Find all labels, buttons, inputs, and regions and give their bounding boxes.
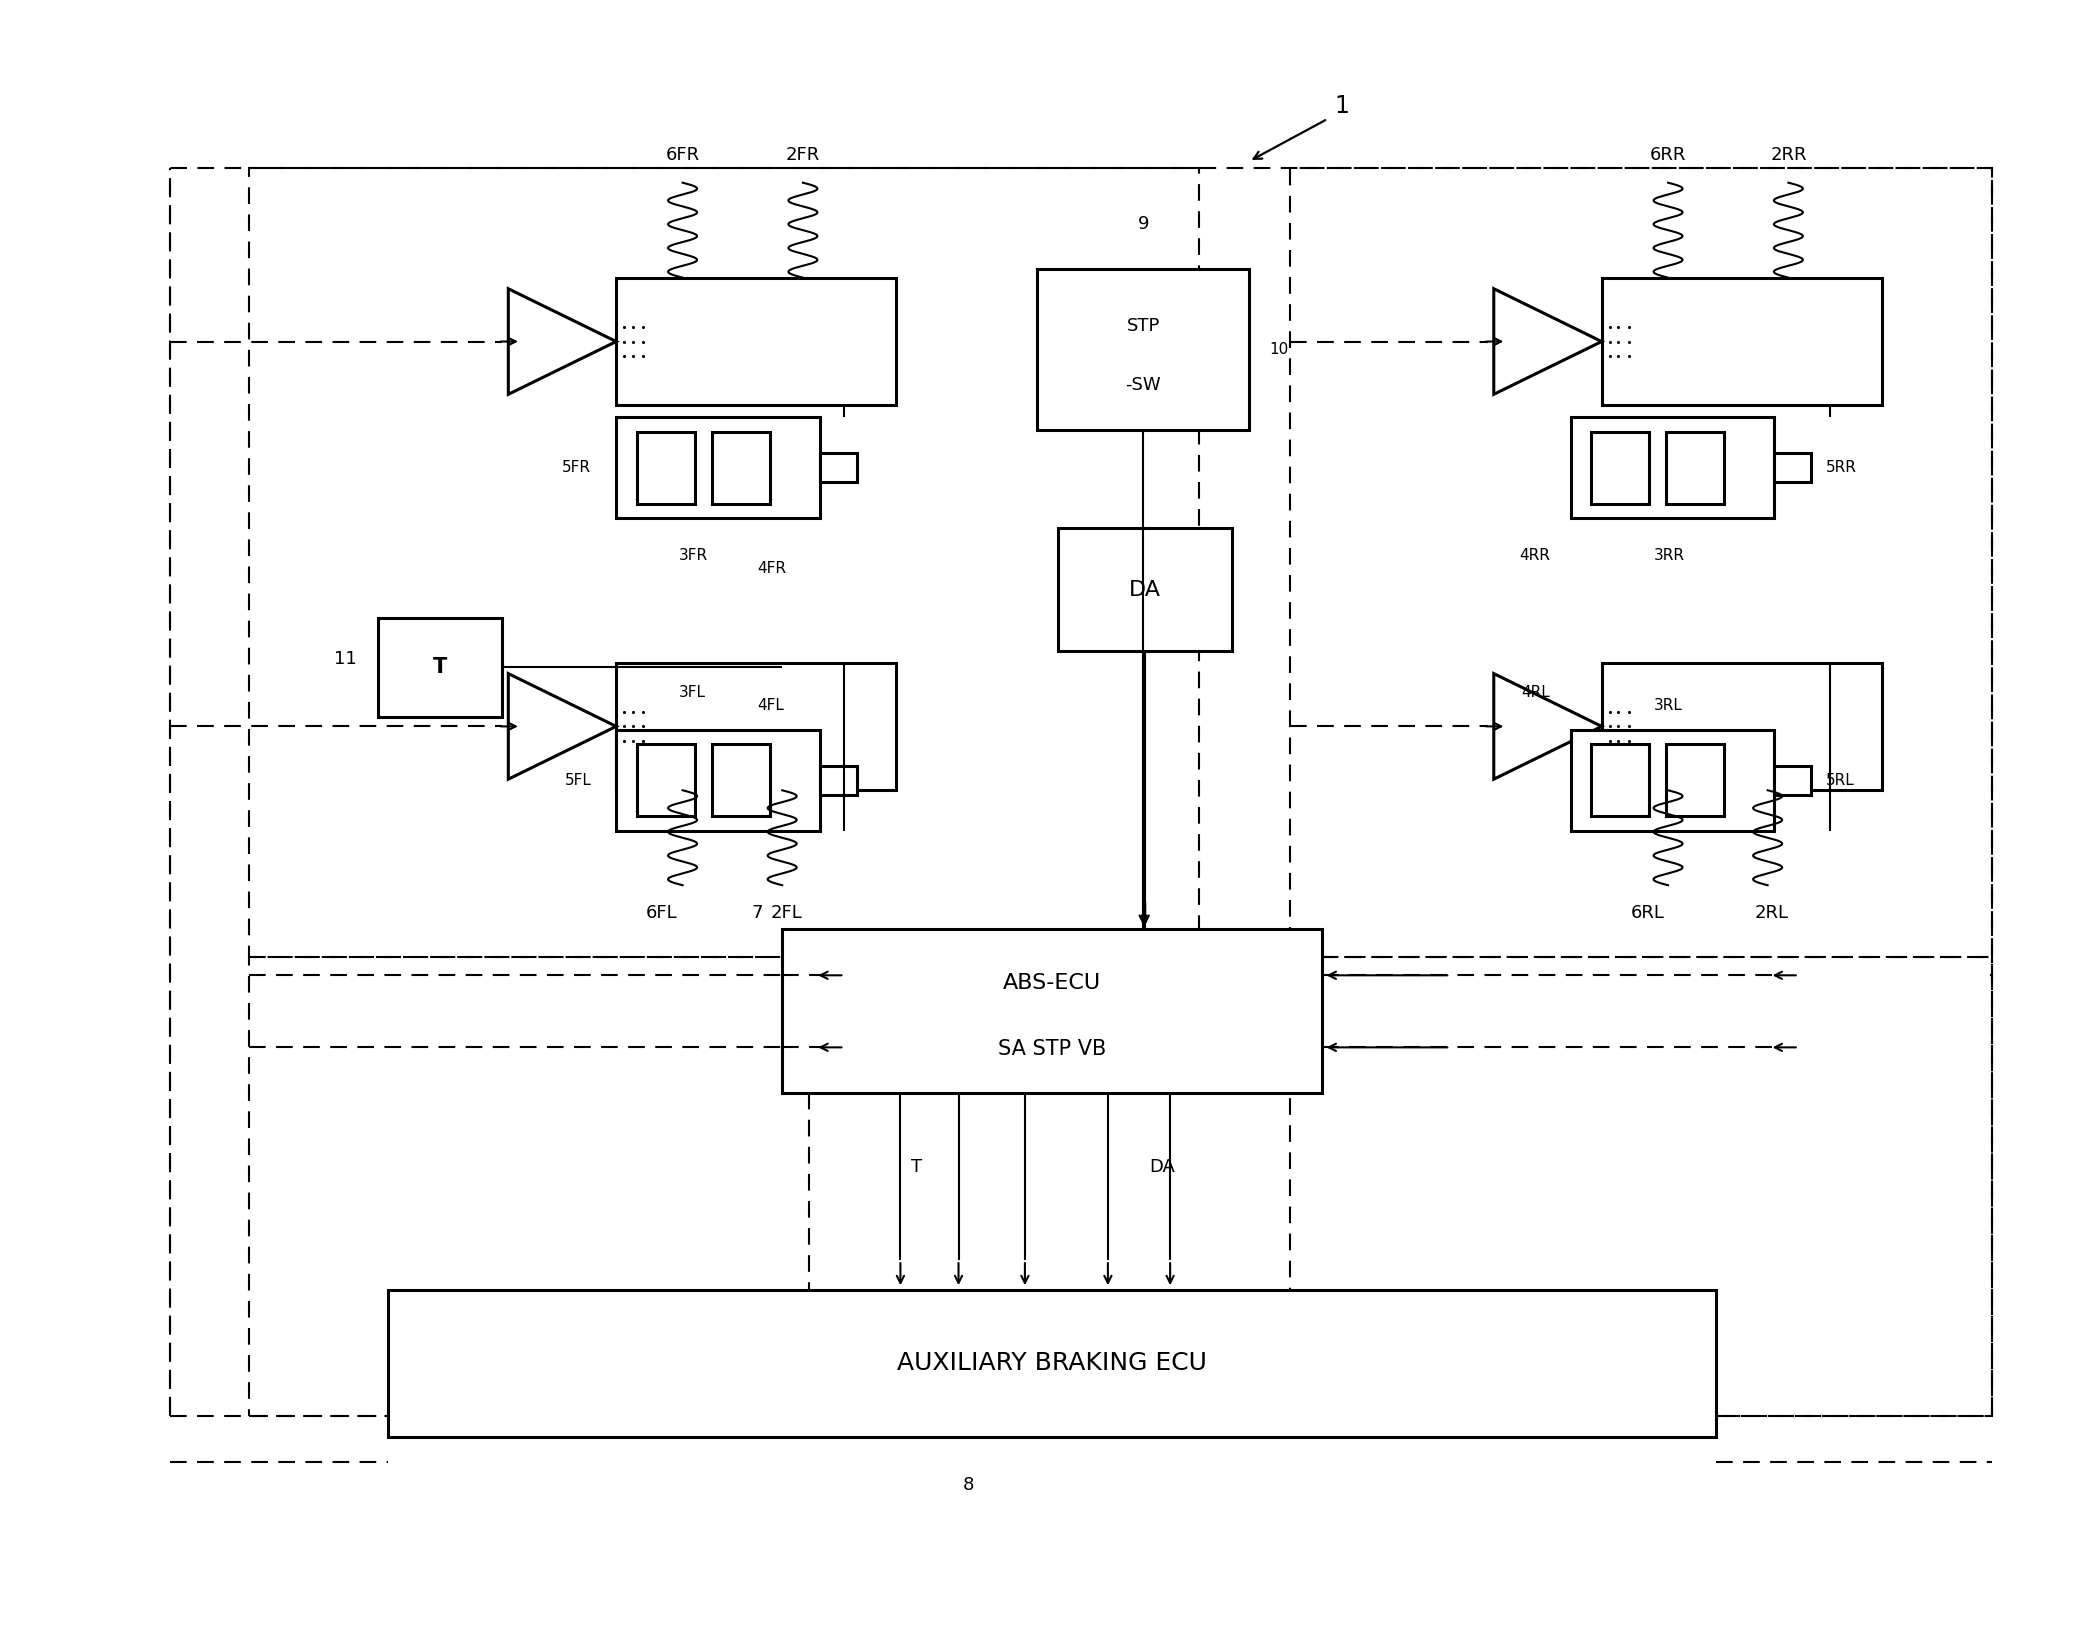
Text: 11: 11: [333, 650, 356, 668]
Bar: [1291, 958, 1991, 1416]
Text: 6FL: 6FL: [646, 904, 677, 922]
Text: 8: 8: [962, 1476, 975, 1495]
Polygon shape: [1494, 288, 1602, 395]
Bar: [1666, 744, 1725, 816]
Text: 3FL: 3FL: [679, 685, 706, 700]
Bar: [1058, 528, 1233, 652]
Text: 3RL: 3RL: [1654, 698, 1683, 713]
Bar: [1591, 744, 1650, 816]
Bar: [819, 765, 856, 795]
Bar: [1571, 416, 1775, 518]
Text: 10: 10: [1271, 342, 1289, 357]
Bar: [637, 744, 696, 816]
Text: 2FR: 2FR: [785, 146, 821, 165]
Bar: [250, 958, 808, 1416]
Bar: [1602, 662, 1881, 790]
Bar: [171, 168, 1991, 1416]
Polygon shape: [508, 673, 617, 779]
Bar: [617, 278, 896, 405]
Bar: [250, 168, 1200, 958]
Bar: [387, 1290, 1716, 1437]
Bar: [1602, 278, 1881, 405]
Bar: [1666, 431, 1725, 504]
Text: 4RR: 4RR: [1519, 548, 1550, 563]
Text: 3FR: 3FR: [679, 548, 708, 563]
Text: 4RL: 4RL: [1521, 685, 1550, 700]
Text: 2RR: 2RR: [1771, 146, 1806, 165]
Bar: [1775, 453, 1812, 482]
Bar: [783, 930, 1321, 1093]
Text: 5FL: 5FL: [564, 774, 592, 788]
Polygon shape: [508, 288, 617, 395]
Text: 5RR: 5RR: [1825, 461, 1856, 476]
Text: AUXILIARY BRAKING ECU: AUXILIARY BRAKING ECU: [898, 1351, 1206, 1376]
Bar: [617, 662, 896, 790]
Text: DA: DA: [1150, 1157, 1175, 1175]
Text: 6RR: 6RR: [1650, 146, 1687, 165]
Text: 4FR: 4FR: [758, 561, 785, 576]
Bar: [1591, 431, 1650, 504]
Text: DA: DA: [1129, 579, 1160, 599]
Text: 4FL: 4FL: [758, 698, 783, 713]
Bar: [712, 431, 771, 504]
Bar: [617, 416, 819, 518]
Bar: [637, 431, 696, 504]
Text: 9: 9: [1137, 214, 1150, 232]
Text: -SW: -SW: [1125, 375, 1160, 393]
Bar: [377, 619, 502, 716]
Text: 6RL: 6RL: [1631, 904, 1664, 922]
Text: 2RL: 2RL: [1754, 904, 1789, 922]
Text: 3RR: 3RR: [1654, 548, 1685, 563]
Text: 1: 1: [1335, 94, 1350, 119]
Bar: [1037, 270, 1250, 430]
Text: 5FR: 5FR: [562, 461, 592, 476]
Polygon shape: [1494, 673, 1602, 779]
Bar: [1291, 168, 1991, 958]
Text: 5RL: 5RL: [1825, 774, 1854, 788]
Text: 6FR: 6FR: [667, 146, 700, 165]
Bar: [1775, 765, 1812, 795]
Bar: [712, 744, 771, 816]
Text: T: T: [912, 1157, 923, 1175]
Text: ABS-ECU: ABS-ECU: [1002, 973, 1102, 994]
Text: T: T: [433, 657, 448, 678]
Bar: [617, 729, 819, 831]
Text: STP: STP: [1127, 316, 1160, 334]
Bar: [1571, 729, 1775, 831]
Text: 2FL: 2FL: [771, 904, 802, 922]
Text: SA STP VB: SA STP VB: [998, 1039, 1106, 1058]
Text: 7: 7: [752, 904, 762, 922]
Bar: [819, 453, 856, 482]
